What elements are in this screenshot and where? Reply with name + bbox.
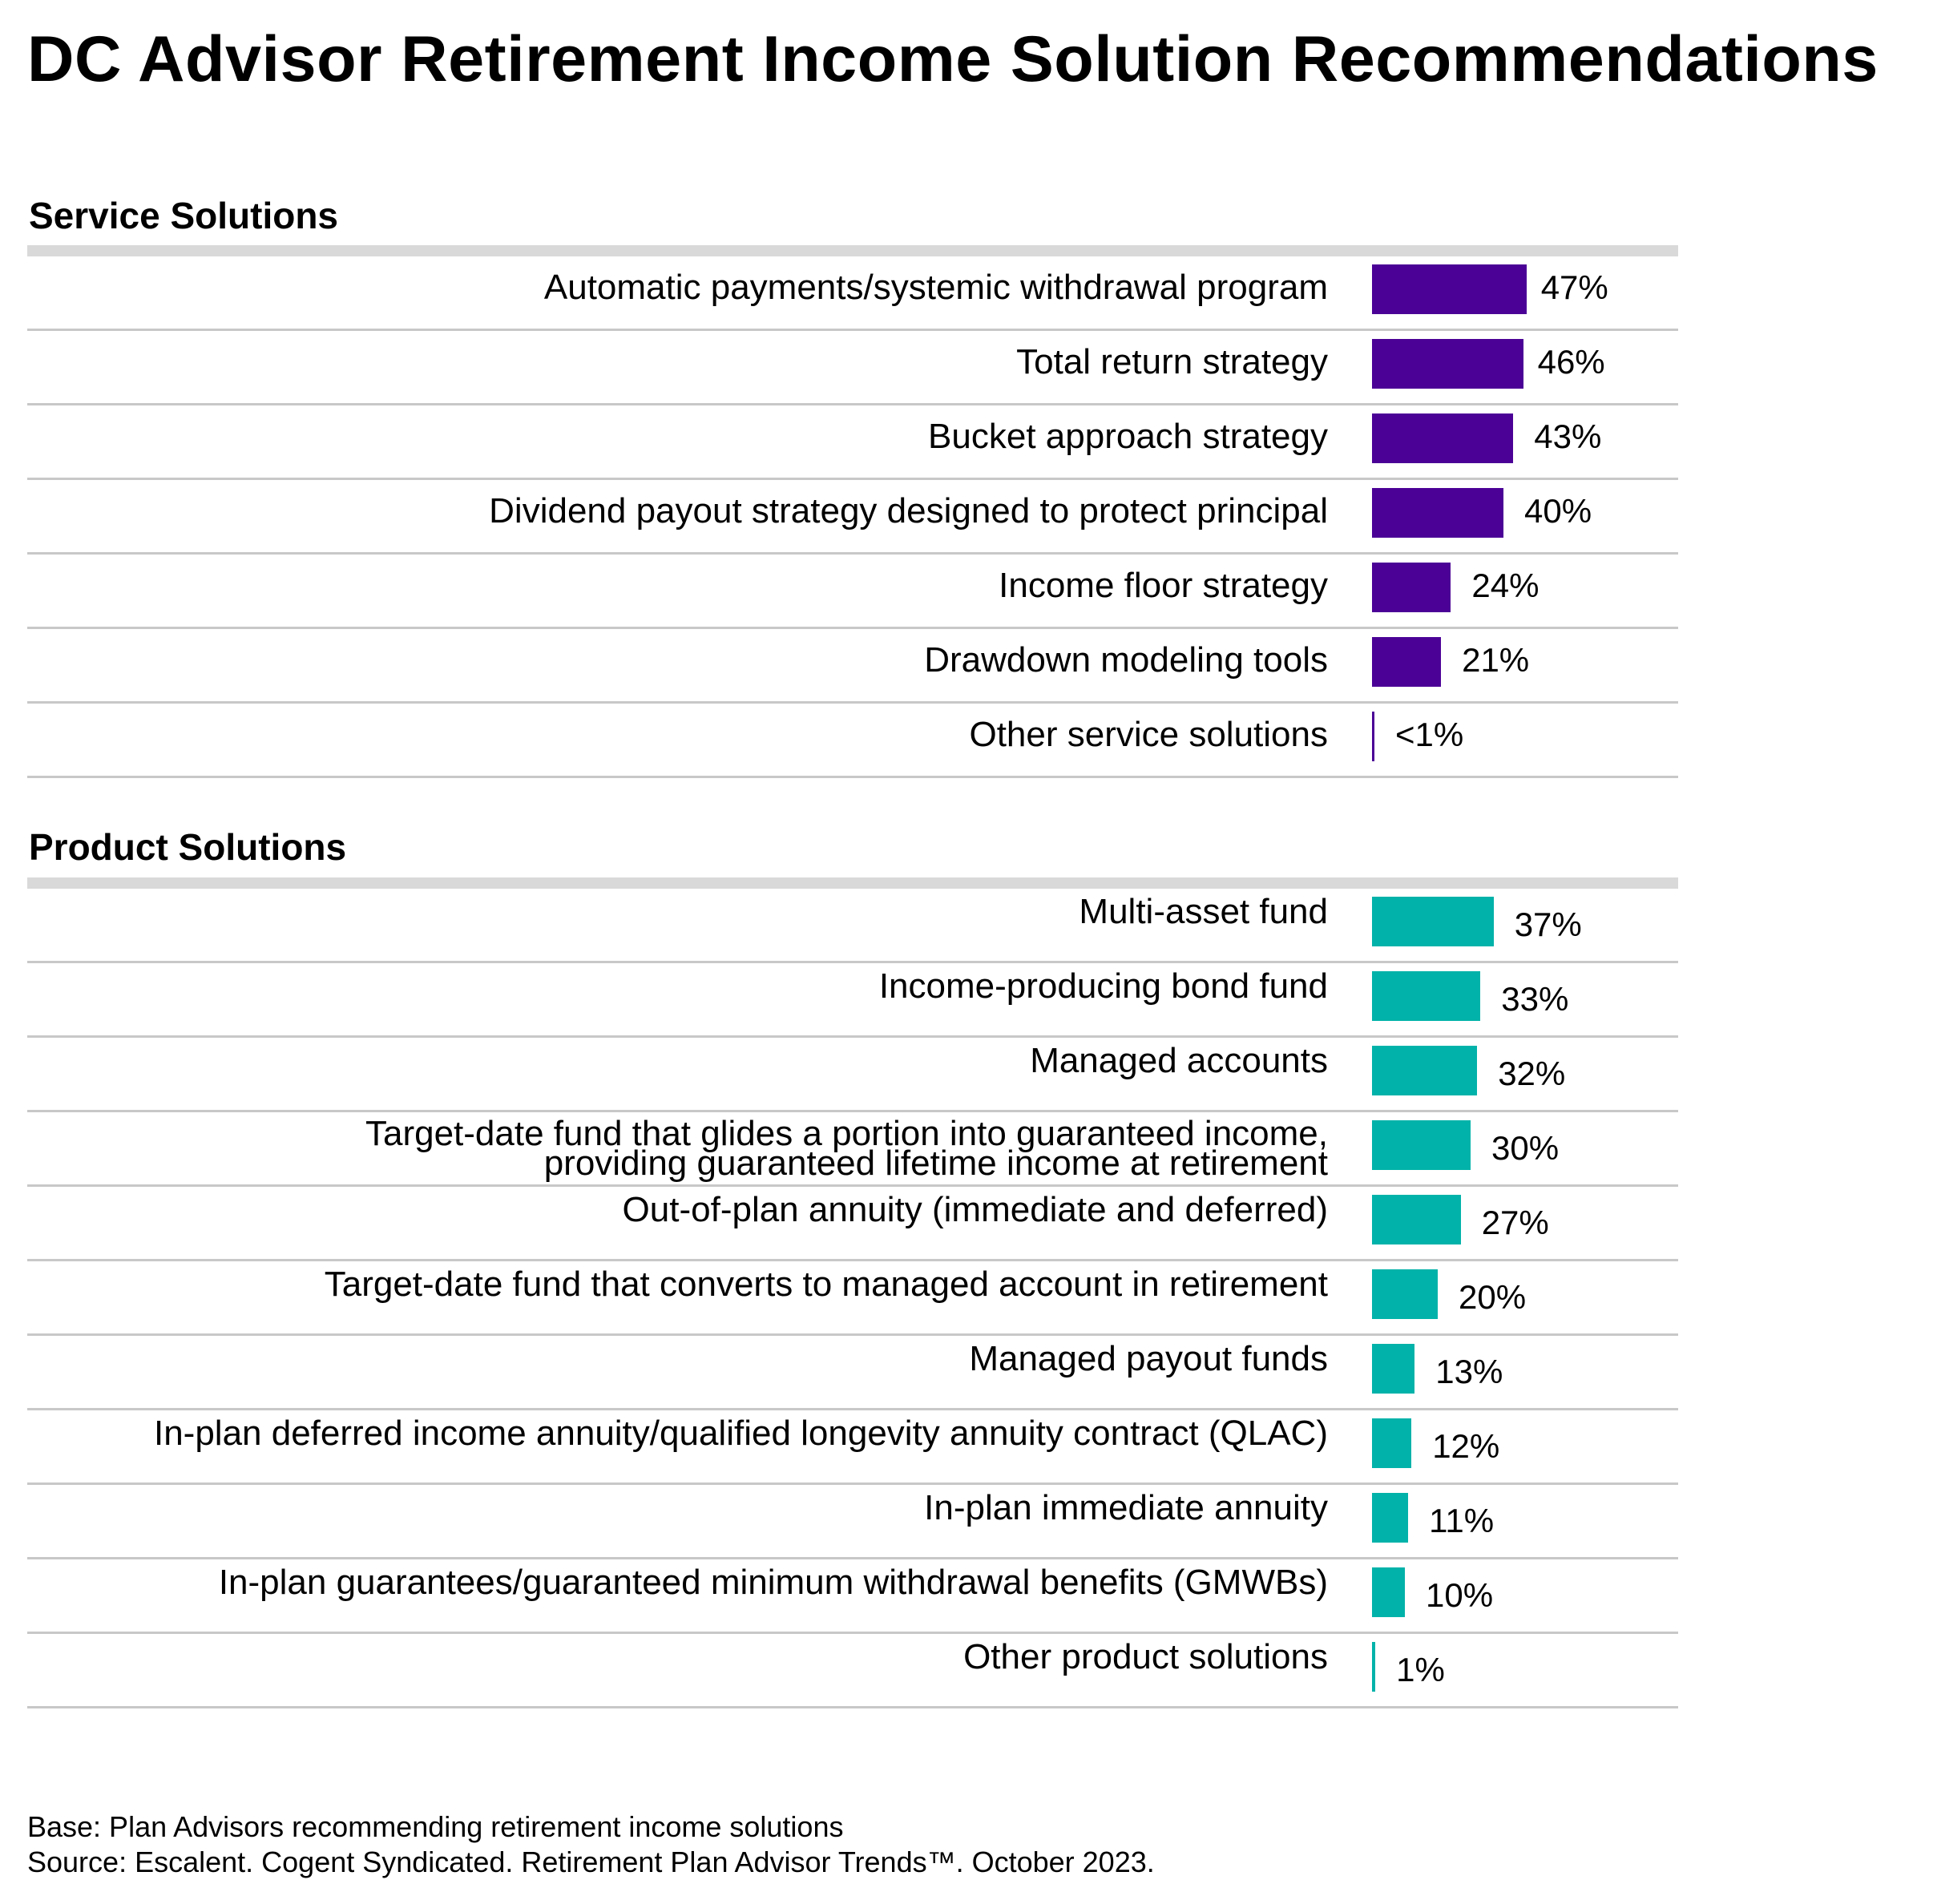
product-category-label: Target-date fund that converts to manage… <box>324 1265 1328 1304</box>
service-value-label: 47% <box>1540 268 1608 306</box>
product-bar <box>1372 1567 1405 1617</box>
product-category-label: Target-date fund that glides a portion i… <box>365 1114 1328 1184</box>
product-value-label: 33% <box>1501 980 1569 1018</box>
service-bar <box>1372 264 1527 314</box>
product-section-heading: Product Solutions <box>29 826 347 868</box>
product-category-label: Managed accounts <box>1030 1041 1328 1080</box>
product-category-label: Managed payout funds <box>969 1339 1328 1378</box>
product-section-top-rule <box>27 877 1678 889</box>
product-bar <box>1372 1642 1376 1692</box>
product-category-label: In-plan deferred income annuity/qualifie… <box>153 1414 1328 1453</box>
service-value-label: 46% <box>1537 343 1605 381</box>
service-value-label: 21% <box>1462 641 1530 679</box>
product-category-label: In-plan guarantees/guaranteed minimum wi… <box>218 1563 1328 1602</box>
product-row-separator <box>27 1632 1678 1634</box>
service-row-separator <box>27 701 1678 704</box>
product-bar <box>1372 1120 1471 1170</box>
product-value-label: 30% <box>1491 1129 1560 1167</box>
service-row-separator <box>27 776 1678 778</box>
service-bar <box>1372 488 1503 538</box>
product-category-label: Out-of-plan annuity (immediate and defer… <box>622 1190 1328 1229</box>
service-category-label: Dividend payout strategy designed to pro… <box>489 491 1328 530</box>
product-value-label: 32% <box>1498 1055 1566 1092</box>
product-value-label: 10% <box>1426 1576 1494 1614</box>
product-bar <box>1372 897 1494 946</box>
product-bar <box>1372 1418 1412 1468</box>
product-row-separator <box>27 1333 1678 1336</box>
product-row-separator <box>27 961 1678 963</box>
service-bar <box>1372 563 1451 612</box>
product-row-separator <box>27 1482 1678 1485</box>
service-value-label: 43% <box>1534 418 1602 455</box>
product-value-label: 37% <box>1514 906 1582 943</box>
service-value-label: <1% <box>1395 716 1464 753</box>
service-category-label: Drawdown modeling tools <box>924 640 1328 680</box>
product-value-label: 20% <box>1459 1278 1527 1316</box>
product-category-label: Other product solutions <box>963 1637 1328 1676</box>
service-category-label: Bucket approach strategy <box>928 417 1328 456</box>
product-value-label: 12% <box>1432 1427 1500 1465</box>
footnote-base: Base: Plan Advisors recommending retirem… <box>27 1810 844 1843</box>
service-row-separator <box>27 478 1678 480</box>
product-value-label: 27% <box>1481 1204 1549 1241</box>
product-row-separator <box>27 1184 1678 1187</box>
service-row-separator <box>27 627 1678 629</box>
product-row-separator <box>27 1706 1678 1708</box>
service-bar <box>1372 637 1442 687</box>
service-value-label: 40% <box>1524 492 1592 530</box>
product-value-label: 11% <box>1429 1502 1495 1539</box>
product-row-separator <box>27 1557 1678 1559</box>
product-row-separator <box>27 1259 1678 1261</box>
chart-title: DC Advisor Retirement Income Solution Re… <box>27 23 1879 95</box>
product-bar <box>1372 1493 1409 1543</box>
service-bar <box>1372 413 1514 463</box>
service-section-heading: Service Solutions <box>29 195 339 236</box>
product-bar <box>1372 1269 1438 1319</box>
service-value-label: 24% <box>1471 567 1540 604</box>
product-row-separator <box>27 1035 1678 1038</box>
service-row-separator <box>27 552 1678 555</box>
footnote-source: Source: Escalent. Cogent Syndicated. Ret… <box>27 1846 1155 1878</box>
service-category-label: Other service solutions <box>969 715 1328 754</box>
product-bar <box>1372 1195 1461 1244</box>
service-row-separator <box>27 403 1678 405</box>
service-row-separator <box>27 329 1678 331</box>
product-bar <box>1372 1046 1478 1095</box>
product-category-label: In-plan immediate annuity <box>924 1488 1328 1527</box>
service-bar <box>1372 712 1374 761</box>
service-category-label: Automatic payments/systemic withdrawal p… <box>543 268 1328 307</box>
service-category-label: Total return strategy <box>1016 342 1328 381</box>
product-bar <box>1372 1344 1415 1394</box>
product-bar <box>1372 971 1481 1021</box>
product-category-label: Income-producing bond fund <box>878 966 1328 1006</box>
product-value-label: 1% <box>1396 1651 1445 1688</box>
product-row-separator <box>27 1110 1678 1112</box>
product-category-label: Multi-asset fund <box>1079 892 1328 931</box>
service-category-label: Income floor strategy <box>999 566 1328 605</box>
service-bar <box>1372 339 1523 389</box>
product-value-label: 13% <box>1435 1353 1503 1390</box>
product-row-separator <box>27 1408 1678 1410</box>
service-section-top-rule <box>27 245 1678 256</box>
